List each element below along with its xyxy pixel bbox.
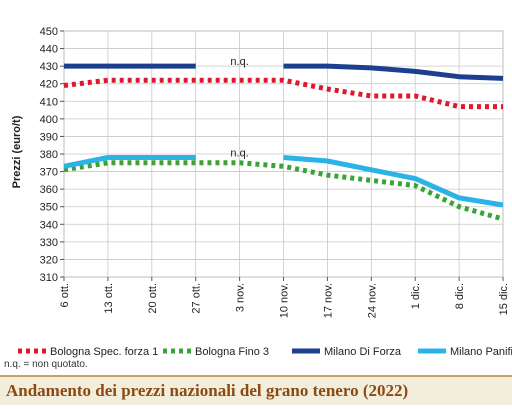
x-tick-label: 20 ott.	[147, 283, 159, 314]
y-tick-label: 370	[40, 167, 58, 179]
legend-label: Bologna Spec. forza 1	[50, 346, 158, 358]
y-tick-label: 330	[40, 237, 58, 249]
x-tick-label: 8 dic.	[454, 283, 466, 309]
price-line-chart: Prezzi (euro/t) 310 320 330 340 350 360 370 380…	[11, 26, 512, 358]
y-tick-label: 360	[40, 184, 58, 196]
x-tick-label: 24 nov.	[366, 283, 378, 318]
legend: Bologna Spec. forza 1 Bologna Fino 3 Milan…	[18, 346, 512, 358]
chart-title-bar: Andamento dei prezzi nazionali del grano…	[0, 375, 512, 405]
y-tick-label: 310	[40, 272, 58, 284]
series-line-milano-panificabile	[283, 155, 504, 208]
footnote: n.q. = non quotato.	[4, 359, 88, 370]
x-tick-label: 15 dic.	[498, 283, 510, 315]
legend-label: Milano Panificabile	[450, 346, 512, 358]
y-tick-label: 410	[40, 96, 58, 108]
y-tick-label: 340	[40, 219, 58, 231]
x-axis-ticks: 6 ott. 13 ott. 20 ott. 27 ott. 3 nov. 10 nov.…	[59, 277, 510, 318]
y-tick-label: 430	[40, 61, 58, 73]
nq-annotation: n.q.	[230, 148, 248, 160]
y-tick-label: 440	[40, 44, 58, 56]
x-tick-label: 1 dic.	[410, 283, 422, 309]
x-tick-label: 6 ott.	[59, 283, 71, 307]
chart-title: Andamento dei prezzi nazionali del grano…	[6, 381, 409, 400]
y-tick-label: 390	[40, 131, 58, 143]
y-tick-label: 450	[40, 26, 58, 38]
x-tick-label: 10 nov.	[279, 283, 291, 318]
y-tick-label: 320	[40, 254, 58, 266]
y-tick-label: 350	[40, 202, 58, 214]
x-tick-label: 27 ott.	[191, 283, 203, 314]
x-tick-label: 3 nov.	[235, 283, 247, 312]
y-axis-label: Prezzi (euro/t)	[11, 115, 23, 188]
y-tick-label: 380	[40, 149, 58, 161]
x-tick-label: 13 ott.	[103, 283, 115, 314]
y-axis-ticks: 310 320 330 340 350 360 370 380 390 400 410 420 430 4…	[40, 26, 64, 284]
series-lines	[63, 63, 504, 222]
y-tick-label: 420	[40, 79, 58, 91]
legend-label: Milano Di Forza	[324, 346, 402, 358]
series-line-milano-di-forza	[283, 63, 504, 81]
annotations: n.q. n.q.	[230, 56, 248, 159]
nq-annotation: n.q.	[230, 56, 248, 68]
series-line-bologna-fino-3	[63, 160, 504, 222]
legend-label: Bologna Fino 3	[195, 346, 269, 358]
series-line-milano-panificabile	[63, 155, 196, 169]
y-tick-label: 400	[40, 114, 58, 126]
series-line-bologna-spec-forza-1	[63, 77, 503, 110]
x-tick-label: 17 nov.	[322, 283, 334, 318]
